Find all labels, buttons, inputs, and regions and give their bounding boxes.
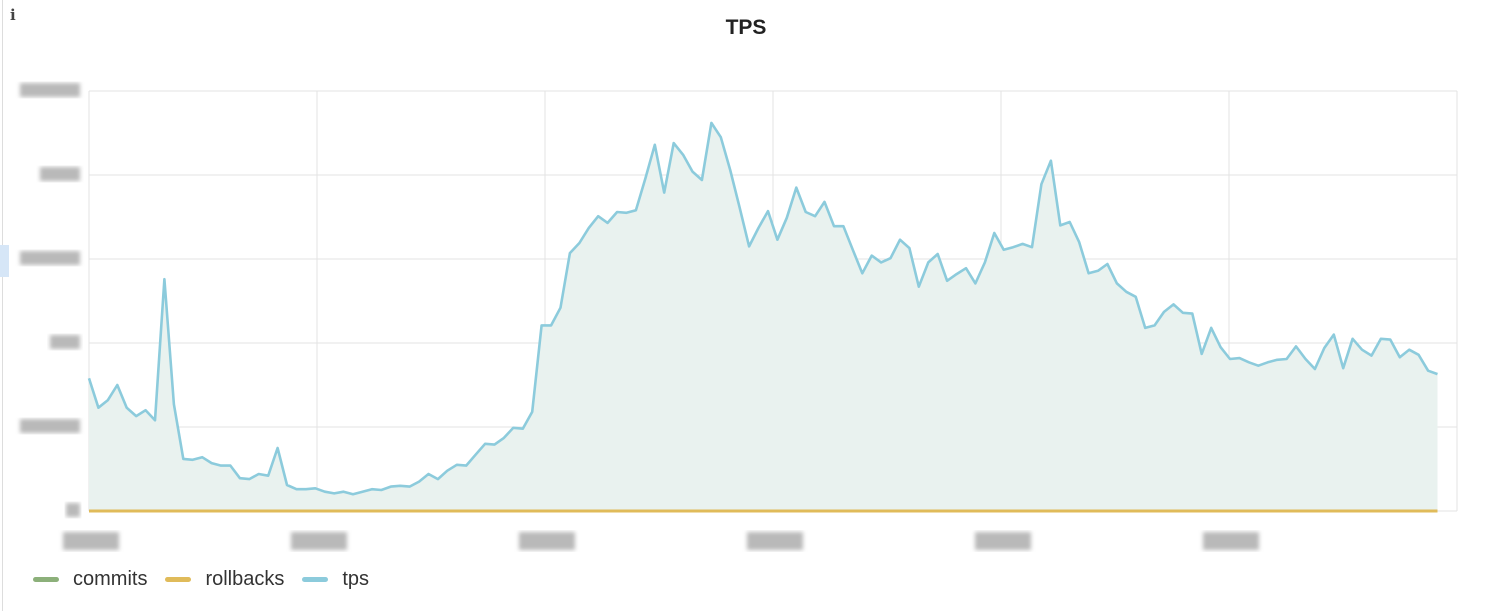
panel-resize-handle[interactable] — [0, 245, 9, 277]
legend-swatch-rollbacks — [165, 577, 192, 582]
panel-border — [2, 0, 3, 611]
legend-swatch-commits — [33, 577, 59, 582]
y-tick-label-redacted — [20, 251, 80, 265]
legend-item-commits[interactable]: commits — [33, 568, 147, 591]
legend-item-rollbacks[interactable]: rollbacks — [165, 568, 284, 591]
tps-area — [89, 122, 1438, 512]
y-tick-label-redacted — [40, 167, 80, 181]
legend: commits rollbacks tps — [33, 568, 387, 591]
y-tick-label-redacted — [66, 503, 80, 517]
tps-line[interactable] — [87, 121, 1438, 496]
legend-label: commits — [73, 568, 148, 590]
y-tick-label-redacted — [50, 335, 80, 349]
x-tick-label-redacted — [519, 532, 575, 550]
legend-label: tps — [342, 568, 370, 590]
y-tick-label-redacted — [20, 83, 80, 97]
x-tick-label-redacted — [975, 532, 1031, 550]
chart-title: TPS — [725, 16, 767, 39]
legend-swatch-tps — [302, 577, 329, 582]
info-icon[interactable]: i — [10, 6, 16, 24]
x-tick-label-redacted — [291, 532, 347, 550]
x-tick-label-redacted — [63, 532, 119, 550]
y-tick-label-redacted — [20, 419, 80, 433]
x-tick-label-redacted — [1203, 532, 1259, 550]
legend-item-tps[interactable]: tps — [302, 568, 369, 591]
x-tick-label-redacted — [747, 532, 803, 550]
axis-tick-labels — [20, 83, 1259, 550]
legend-label: rollbacks — [205, 568, 285, 590]
